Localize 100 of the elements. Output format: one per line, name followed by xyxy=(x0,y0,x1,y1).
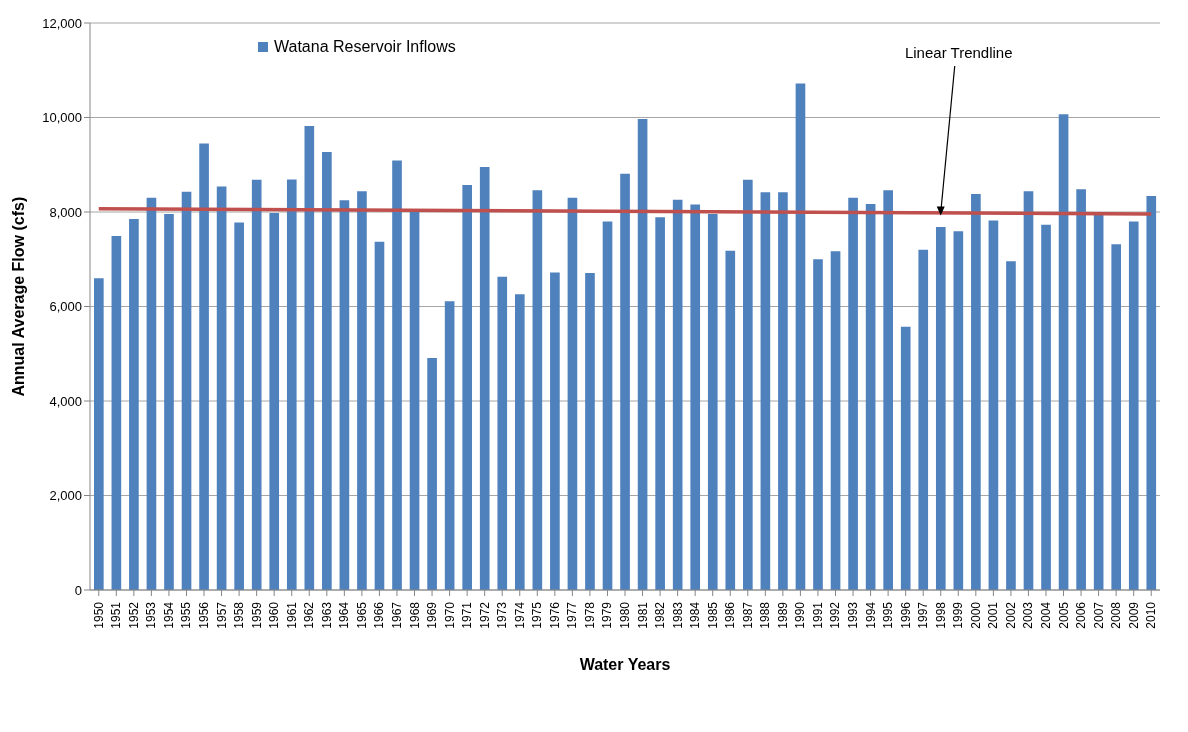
bar xyxy=(795,83,806,590)
bar xyxy=(304,126,315,590)
x-tick-label: 1958 xyxy=(232,601,247,629)
bar xyxy=(427,358,437,590)
bar xyxy=(953,231,964,590)
bar xyxy=(602,221,613,590)
bar xyxy=(479,167,490,590)
bar xyxy=(620,173,630,590)
bar xyxy=(181,191,192,590)
x-tick-label: 1987 xyxy=(740,601,755,629)
bar xyxy=(94,278,104,590)
bar xyxy=(164,213,174,590)
x-tick-label: 2010 xyxy=(1144,601,1159,629)
bar xyxy=(550,272,560,590)
bar xyxy=(1111,244,1122,590)
x-tick-label: 1985 xyxy=(705,601,720,629)
x-tick-label: 1955 xyxy=(179,601,194,629)
bar xyxy=(1076,189,1086,590)
bar xyxy=(848,197,858,590)
x-tick-label: 1971 xyxy=(460,601,475,629)
bar xyxy=(585,272,595,590)
bar xyxy=(743,179,753,590)
x-tick-label: 1988 xyxy=(758,601,773,629)
x-tick-label: 1980 xyxy=(618,601,632,629)
bar xyxy=(900,326,911,590)
bar xyxy=(567,197,578,590)
x-tick-label: 1976 xyxy=(547,601,562,629)
bar xyxy=(322,151,332,590)
x-tick-label: 1978 xyxy=(582,601,597,629)
y-tick-label: 4,000 xyxy=(49,393,82,409)
bar xyxy=(374,241,385,590)
x-tick-label: 1998 xyxy=(933,601,948,629)
x-axis-title: Water Years xyxy=(579,656,671,673)
x-tick-label: 1960 xyxy=(267,601,282,629)
bar xyxy=(1093,213,1104,590)
bar xyxy=(462,185,473,590)
bar xyxy=(357,191,367,590)
bar xyxy=(444,301,455,590)
x-tick-label: 1991 xyxy=(810,601,825,629)
bar xyxy=(830,251,841,590)
x-tick-label: 1954 xyxy=(161,601,176,629)
x-tick-label: 1982 xyxy=(653,601,668,629)
x-tick-label: 1997 xyxy=(916,601,931,629)
bar xyxy=(655,217,665,590)
x-tick-label: 1957 xyxy=(214,601,229,629)
bar xyxy=(269,212,280,590)
bar xyxy=(637,118,648,590)
x-tick-label: 1972 xyxy=(477,601,492,629)
x-tick-label: 2000 xyxy=(968,601,983,629)
legend-label: Watana Reservoir Inflows xyxy=(273,38,456,56)
x-tick-label: 2003 xyxy=(1021,601,1036,629)
x-tick-label: 1974 xyxy=(512,601,527,629)
x-tick-label: 2004 xyxy=(1038,601,1053,629)
annotation: Linear Trendline xyxy=(904,44,1013,61)
x-tick-label: 1969 xyxy=(425,601,440,629)
bar xyxy=(111,236,122,590)
bar xyxy=(234,222,244,590)
bar xyxy=(146,197,157,590)
bar xyxy=(778,192,788,590)
bar xyxy=(760,192,771,590)
x-tick-label: 1961 xyxy=(284,601,299,629)
x-tick-label: 1965 xyxy=(354,601,369,629)
bar xyxy=(971,194,981,590)
x-tick-label: 1950 xyxy=(91,601,106,629)
x-tick-label: 1994 xyxy=(863,601,878,629)
bar xyxy=(339,200,350,590)
bar xyxy=(514,294,525,590)
y-tick-label: 12,000 xyxy=(42,15,82,31)
x-tick-label: 1992 xyxy=(828,601,843,629)
x-tick-label: 1995 xyxy=(881,601,896,629)
bar xyxy=(1023,191,1034,590)
bar xyxy=(1006,261,1016,590)
bar xyxy=(1041,224,1051,590)
x-tick-label: 1996 xyxy=(898,601,913,629)
x-tick-label: 2007 xyxy=(1091,601,1106,629)
x-tick-label: 1993 xyxy=(846,601,861,629)
x-tick-label: 1962 xyxy=(302,601,317,629)
bar xyxy=(865,203,876,590)
bar xyxy=(251,179,262,590)
bar xyxy=(286,179,297,590)
bar xyxy=(935,227,946,590)
x-tick-label: 1964 xyxy=(337,601,352,629)
x-tick-label: 1959 xyxy=(249,601,264,629)
x-tick-label: 1951 xyxy=(109,601,124,629)
bar xyxy=(129,219,139,590)
bar xyxy=(690,204,701,590)
x-tick-label: 2002 xyxy=(1003,601,1018,629)
x-tick-label: 1970 xyxy=(442,601,457,629)
x-tick-label: 2005 xyxy=(1056,601,1071,629)
bar xyxy=(672,199,683,590)
x-tick-label: 1986 xyxy=(723,601,738,629)
x-tick-label: 2001 xyxy=(986,601,1001,629)
x-tick-label: 1956 xyxy=(197,601,212,629)
x-tick-label: 1989 xyxy=(775,601,790,629)
bar xyxy=(725,250,736,590)
y-axis-title: Annual Average Flow (cfs) xyxy=(9,196,27,397)
bar xyxy=(918,249,929,590)
x-tick-label: 2009 xyxy=(1126,601,1141,629)
x-tick-label: 2008 xyxy=(1109,601,1124,629)
bar xyxy=(497,276,508,590)
